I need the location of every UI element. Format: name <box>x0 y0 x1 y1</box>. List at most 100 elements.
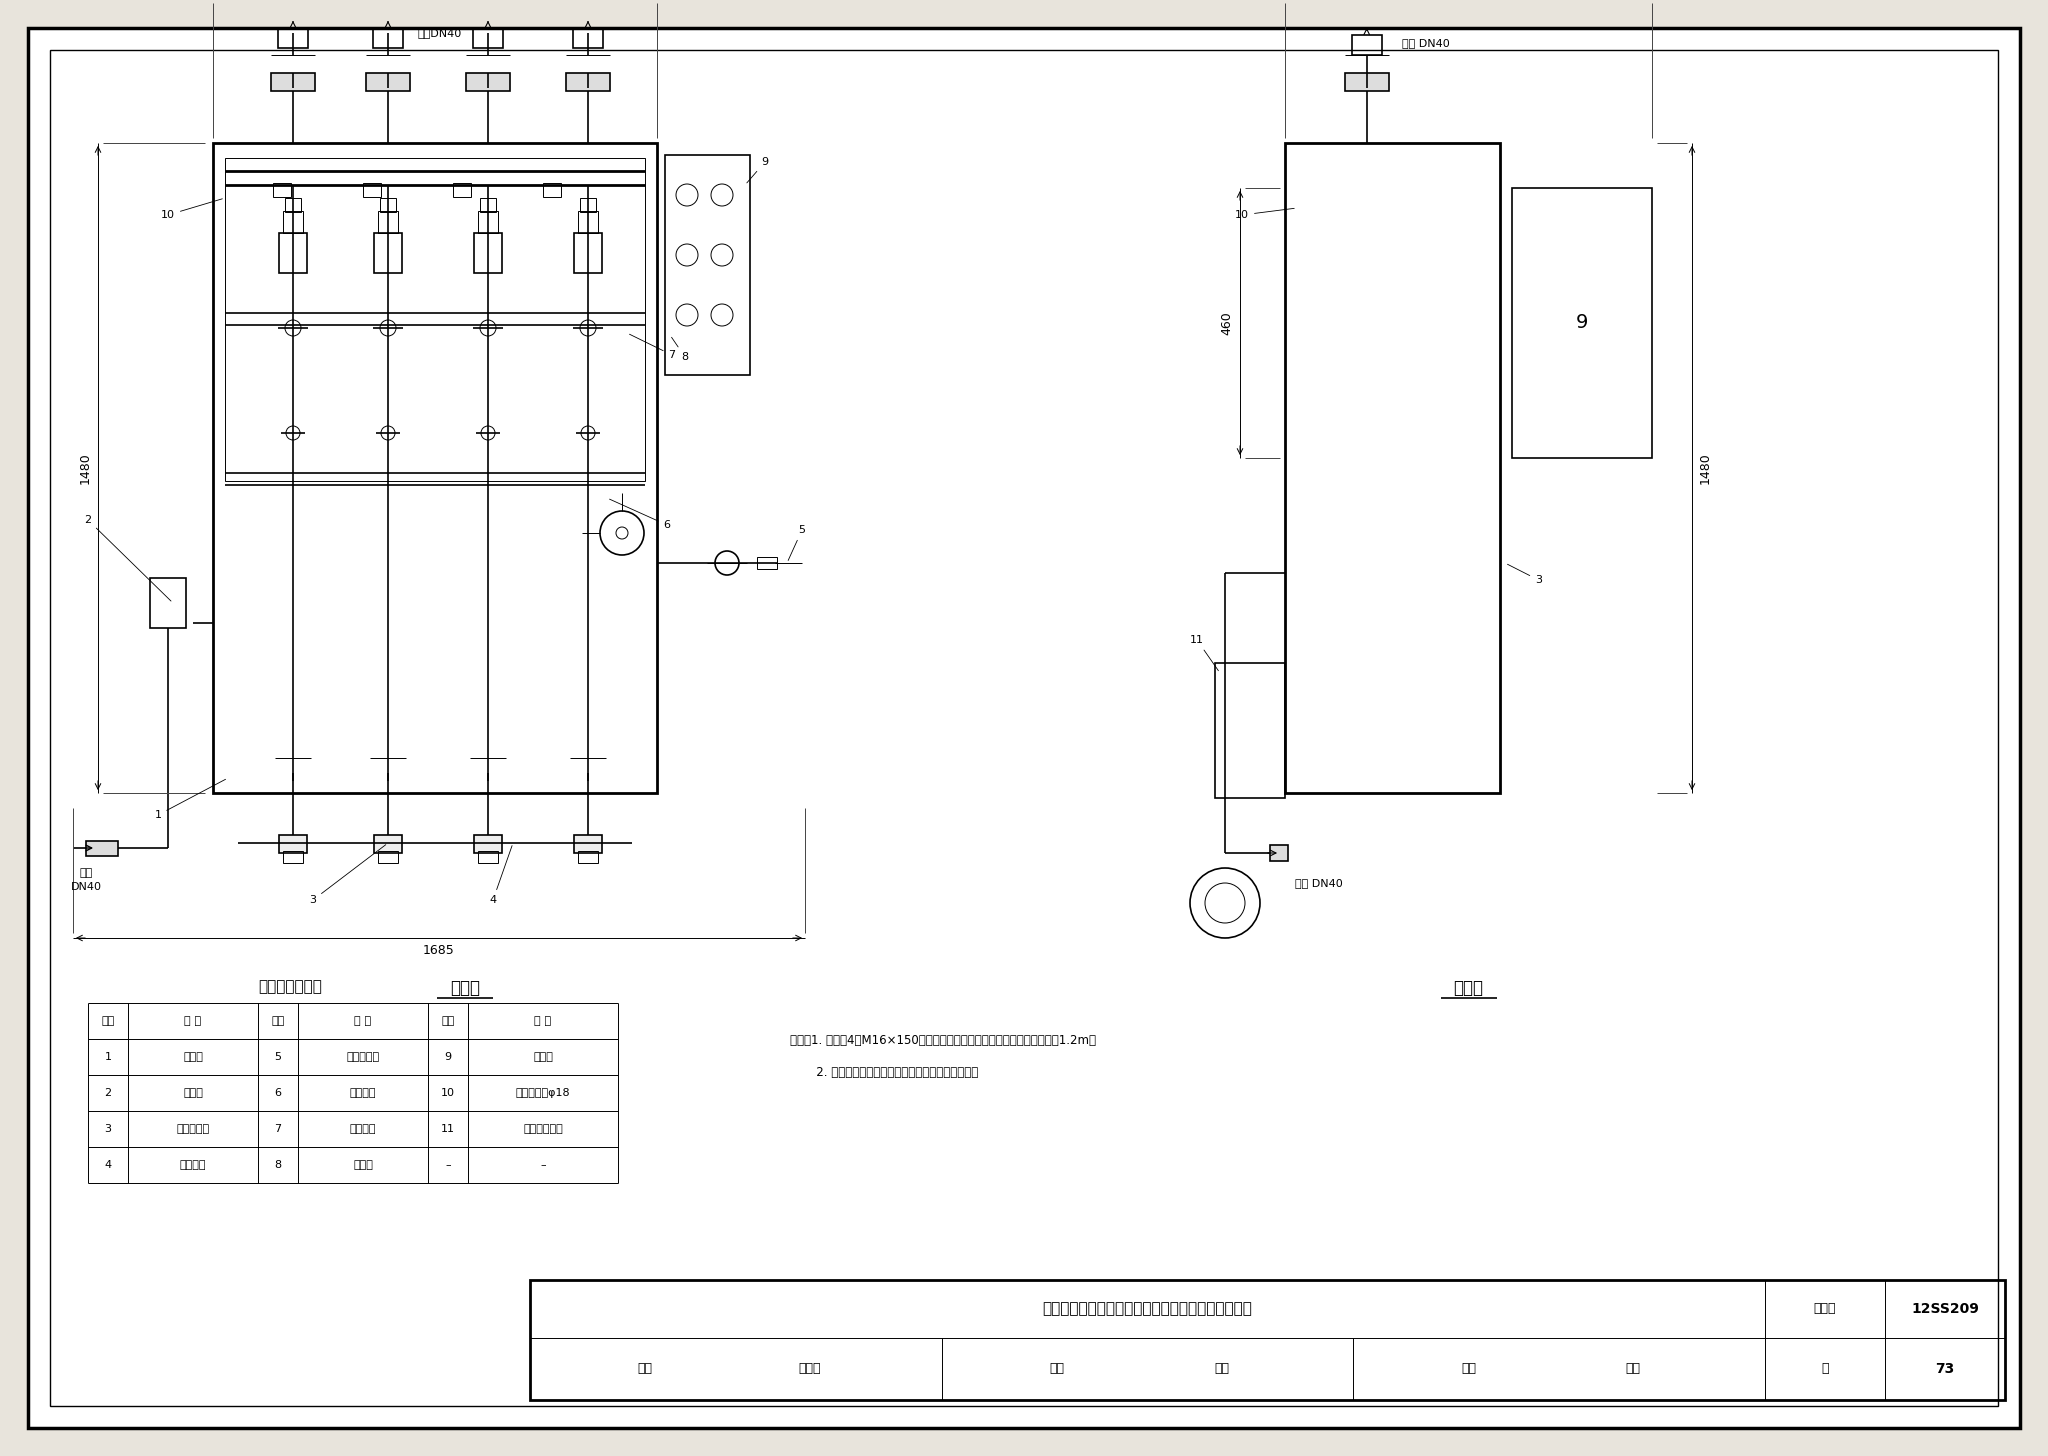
Text: 1: 1 <box>154 779 225 820</box>
Text: 电控箱: 电控箱 <box>532 1053 553 1061</box>
Text: 分区管路: 分区管路 <box>180 1160 207 1171</box>
Text: 1: 1 <box>104 1053 111 1061</box>
Bar <box>565 73 610 90</box>
Text: 12SS209: 12SS209 <box>1911 1302 1978 1316</box>
Text: 3: 3 <box>309 844 385 906</box>
Bar <box>530 1280 2005 1401</box>
Text: 2: 2 <box>84 515 172 601</box>
Text: 出水DN40: 出水DN40 <box>418 28 463 38</box>
Text: –: – <box>444 1160 451 1171</box>
Bar <box>1284 143 1499 794</box>
Bar <box>543 183 561 197</box>
Text: 侧视图: 侧视图 <box>1454 978 1483 997</box>
Text: 460: 460 <box>1221 312 1233 335</box>
Text: 进水管: 进水管 <box>182 1053 203 1061</box>
Bar <box>367 73 410 90</box>
Bar <box>375 233 401 272</box>
Bar <box>279 233 307 272</box>
Bar <box>270 73 315 90</box>
Bar <box>758 558 776 569</box>
Bar <box>477 850 498 863</box>
Bar <box>279 28 307 48</box>
Text: 6: 6 <box>274 1088 281 1098</box>
Text: 8: 8 <box>672 338 688 363</box>
Text: 名 称: 名 称 <box>354 1016 371 1026</box>
Bar <box>379 211 397 233</box>
Text: 3: 3 <box>104 1124 111 1134</box>
Bar <box>285 198 301 213</box>
Text: 图集号: 图集号 <box>1815 1302 1837 1315</box>
Text: 1685: 1685 <box>424 945 455 958</box>
Text: 9: 9 <box>748 157 768 183</box>
Text: 9: 9 <box>1575 313 1587 332</box>
Text: DN40: DN40 <box>70 882 102 893</box>
Text: 10: 10 <box>162 199 223 220</box>
Bar <box>473 233 502 272</box>
Bar <box>1270 844 1288 860</box>
Bar <box>362 183 381 197</box>
Text: 审核: 审核 <box>637 1363 653 1376</box>
Bar <box>1214 662 1284 798</box>
Bar <box>213 143 657 794</box>
Bar <box>573 233 602 272</box>
Text: 郭红林: 郭红林 <box>799 1363 821 1376</box>
Text: 校对: 校对 <box>1049 1363 1065 1376</box>
Text: 2: 2 <box>104 1088 111 1098</box>
Bar <box>666 154 750 376</box>
Bar <box>573 834 602 853</box>
Bar <box>1511 188 1653 459</box>
Bar <box>225 159 645 480</box>
Text: 名 称: 名 称 <box>535 1016 551 1026</box>
Text: 73: 73 <box>1935 1361 1954 1376</box>
Text: 10: 10 <box>1235 208 1294 220</box>
Text: 7: 7 <box>274 1124 281 1134</box>
Text: 进水 DN40: 进水 DN40 <box>1294 878 1343 888</box>
Text: 4: 4 <box>489 846 512 906</box>
Text: 阀组组件明细表: 阀组组件明细表 <box>258 980 322 994</box>
Text: 8: 8 <box>274 1160 281 1171</box>
Text: 安装固定支架: 安装固定支架 <box>522 1124 563 1134</box>
Text: 11: 11 <box>1190 635 1219 671</box>
Bar <box>272 183 291 197</box>
Text: 11: 11 <box>440 1124 455 1134</box>
Text: 编号: 编号 <box>442 1016 455 1026</box>
Text: 页: 页 <box>1821 1363 1829 1376</box>
Text: 10: 10 <box>440 1088 455 1098</box>
Text: 泄放试验阀: 泄放试验阀 <box>346 1053 379 1061</box>
Text: 4: 4 <box>104 1160 111 1171</box>
Bar <box>86 842 119 856</box>
Bar <box>473 834 502 853</box>
Text: 分区控制阀: 分区控制阀 <box>176 1124 209 1134</box>
Text: 立面图: 立面图 <box>451 978 479 997</box>
Text: –: – <box>541 1160 547 1171</box>
Bar <box>580 198 596 213</box>
Bar <box>467 73 510 90</box>
Bar <box>373 28 403 48</box>
Text: 王飞: 王飞 <box>1214 1363 1229 1376</box>
Bar <box>381 198 395 213</box>
Text: 7: 7 <box>629 335 676 360</box>
Circle shape <box>616 527 629 539</box>
Text: 高压开式、闭式预作用系统多区集中控制阀组外形图: 高压开式、闭式预作用系统多区集中控制阀组外形图 <box>1042 1302 1253 1316</box>
Text: 出水 DN40: 出水 DN40 <box>1401 38 1450 48</box>
Text: 编号: 编号 <box>100 1016 115 1026</box>
Bar <box>578 211 598 233</box>
Text: 5: 5 <box>788 526 805 561</box>
Bar <box>573 28 602 48</box>
Bar <box>477 211 498 233</box>
Text: 洪勇: 洪勇 <box>1626 1363 1640 1376</box>
Bar <box>1346 73 1389 90</box>
Text: 5: 5 <box>274 1053 281 1061</box>
Bar <box>379 850 397 863</box>
Text: 电磁阀: 电磁阀 <box>352 1160 373 1171</box>
Text: 安装固定孔φ18: 安装固定孔φ18 <box>516 1088 569 1098</box>
Bar <box>283 211 303 233</box>
Text: 设计: 设计 <box>1460 1363 1477 1376</box>
Bar <box>453 183 471 197</box>
Text: 过滤器: 过滤器 <box>182 1088 203 1098</box>
Bar <box>279 834 307 853</box>
Text: 说明：1. 阀组用4个M16×150膨胀螺栓固定在墙上，分区控制阀安装高度为1.2m。: 说明：1. 阀组用4个M16×150膨胀螺栓固定在墙上，分区控制阀安装高度为1.… <box>791 1034 1096 1047</box>
Bar <box>578 850 598 863</box>
Text: 名 称: 名 称 <box>184 1016 201 1026</box>
Text: 2. 分区控制阀数量可根据工程项目实际情况增减。: 2. 分区控制阀数量可根据工程项目实际情况增减。 <box>791 1066 979 1079</box>
